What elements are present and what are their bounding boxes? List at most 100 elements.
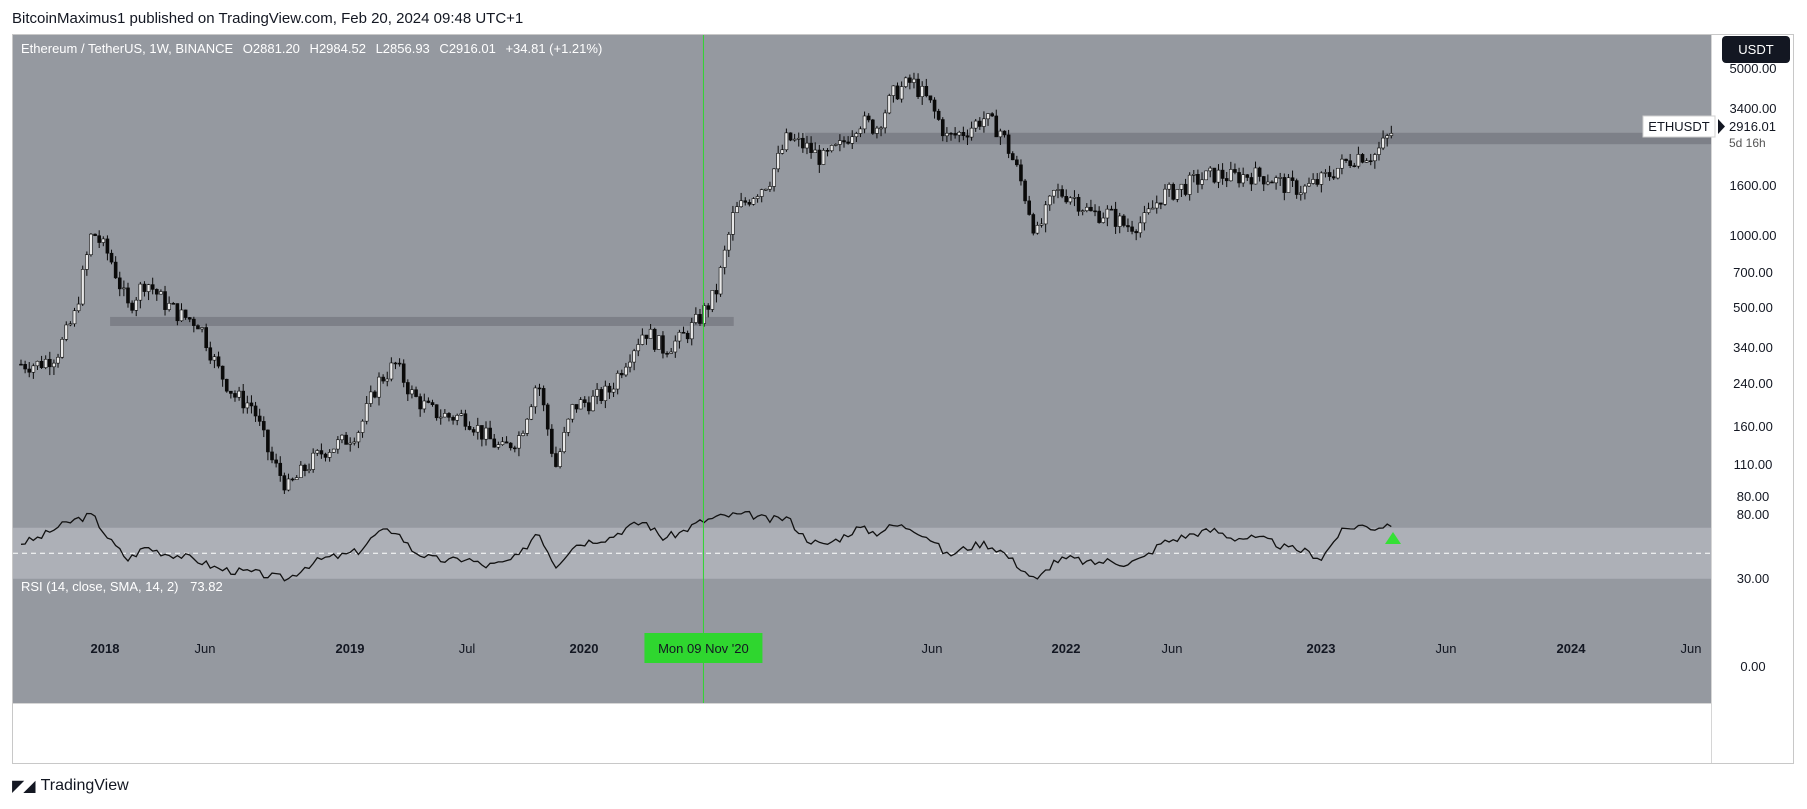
candle-body — [64, 324, 69, 340]
candle-body — [1163, 188, 1167, 205]
candle-body — [1270, 181, 1274, 184]
price-axis-ticks: 5000.003400.002400.001600.001000.00700.0… — [1730, 61, 1777, 504]
chart-container[interactable]: 5000.003400.002400.001600.001000.00700.0… — [12, 34, 1794, 764]
currency-button[interactable]: USDT — [1722, 36, 1790, 63]
candle-body — [97, 235, 101, 243]
candle-body — [517, 435, 521, 449]
candle-body — [681, 331, 686, 334]
candle-body — [163, 291, 167, 310]
candle-body — [257, 415, 262, 422]
candle-body — [607, 385, 612, 393]
low-value: 2856.93 — [383, 41, 430, 56]
candle-body — [780, 149, 785, 154]
candle-body — [414, 389, 418, 397]
candlestick-series — [19, 72, 1394, 494]
candle-body — [192, 318, 196, 326]
candle-body — [48, 358, 52, 368]
candle-body — [1282, 177, 1287, 193]
candle-body — [805, 142, 809, 149]
candle-body — [1019, 164, 1023, 182]
candle-body — [521, 433, 525, 436]
price-tick-label: 700.00 — [1733, 265, 1773, 280]
candle-body — [1385, 135, 1389, 139]
candle-body — [1319, 172, 1324, 185]
time-tick-label: Jul — [459, 641, 476, 656]
candle-body — [475, 425, 480, 433]
rsi-tick-label: 0.00 — [1740, 659, 1765, 674]
candle-body — [1266, 181, 1270, 185]
candle-body — [72, 310, 77, 325]
candle-body — [1356, 154, 1361, 167]
rsi-pane-lower — [13, 672, 1711, 703]
candle-body — [566, 418, 571, 433]
candle-body — [467, 426, 472, 430]
rsi-legend[interactable]: RSI (14, close, SMA, 14, 2) 73.82 — [21, 579, 223, 594]
candle-body — [93, 233, 97, 237]
candle-body — [290, 478, 295, 481]
candle-body — [994, 115, 999, 138]
candle-body — [1039, 223, 1044, 226]
candle-body — [751, 198, 756, 205]
close-value: 2916.01 — [449, 41, 496, 56]
candle-body — [68, 323, 73, 326]
candle-body — [385, 378, 390, 382]
candle-body — [920, 86, 924, 97]
candle-body — [406, 382, 410, 395]
candle-body — [496, 444, 501, 448]
rsi-legend-value: 73.82 — [190, 579, 223, 594]
tradingview-brand[interactable]: ◤◢ TradingView — [12, 776, 129, 796]
open-label: O — [243, 41, 253, 56]
candle-body — [455, 415, 459, 421]
candle-body — [537, 387, 542, 390]
candle-body — [315, 450, 320, 454]
candle-body — [430, 402, 435, 405]
candle-body — [35, 360, 40, 367]
candle-body — [1154, 202, 1159, 209]
candle-body — [924, 86, 929, 97]
candle-body — [1352, 165, 1357, 167]
candle-body — [286, 478, 291, 491]
candle-body — [1097, 210, 1101, 223]
candle-body — [949, 132, 953, 135]
crosshair-time-label: Mon 09 Nov '20 — [644, 633, 763, 663]
candle-body — [1031, 214, 1036, 234]
price-tick-label: 1000.00 — [1730, 228, 1777, 243]
candle-body — [833, 144, 838, 146]
candle-body — [940, 119, 945, 137]
candle-body — [278, 462, 283, 476]
high-value: 2984.52 — [319, 41, 366, 56]
candle-body — [229, 390, 233, 394]
candle-body — [978, 120, 982, 127]
candle-body — [953, 133, 957, 136]
candle-body — [871, 119, 875, 134]
candle-body — [862, 115, 867, 130]
candle-body — [418, 396, 422, 410]
price-tick-label: 5000.00 — [1730, 61, 1777, 76]
crosshair-time-text: Mon 09 Nov '20 — [658, 641, 749, 656]
candle-body — [492, 438, 497, 448]
candle-body — [1245, 174, 1250, 178]
candle-body — [1323, 172, 1328, 174]
candle-body — [1290, 177, 1295, 181]
candle-body — [1183, 183, 1188, 195]
brand-name: TradingView — [40, 777, 129, 794]
candle-body — [1060, 189, 1064, 197]
candle-body — [624, 366, 628, 376]
candle-body — [426, 400, 431, 403]
support-zones — [110, 132, 1711, 326]
candle-body — [1336, 167, 1340, 179]
candle-body — [109, 252, 114, 263]
tradingview-logo-icon: ◤◢ — [12, 778, 36, 795]
candle-body — [261, 421, 266, 431]
candle-body — [1257, 167, 1262, 177]
candle-body — [1348, 160, 1352, 166]
symbol-legend[interactable]: Ethereum / TetherUS, 1W, BINANCE O2881.2… — [21, 41, 602, 56]
candle-body — [842, 140, 846, 143]
candle-body — [52, 362, 56, 368]
candle-body — [1224, 178, 1229, 182]
chart-canvas[interactable]: 5000.003400.002400.001600.001000.00700.0… — [13, 35, 1793, 763]
candle-body — [554, 453, 558, 467]
candle-body — [1080, 210, 1085, 212]
candle-body — [146, 284, 151, 292]
price-tick-label: 1600.00 — [1730, 178, 1777, 193]
